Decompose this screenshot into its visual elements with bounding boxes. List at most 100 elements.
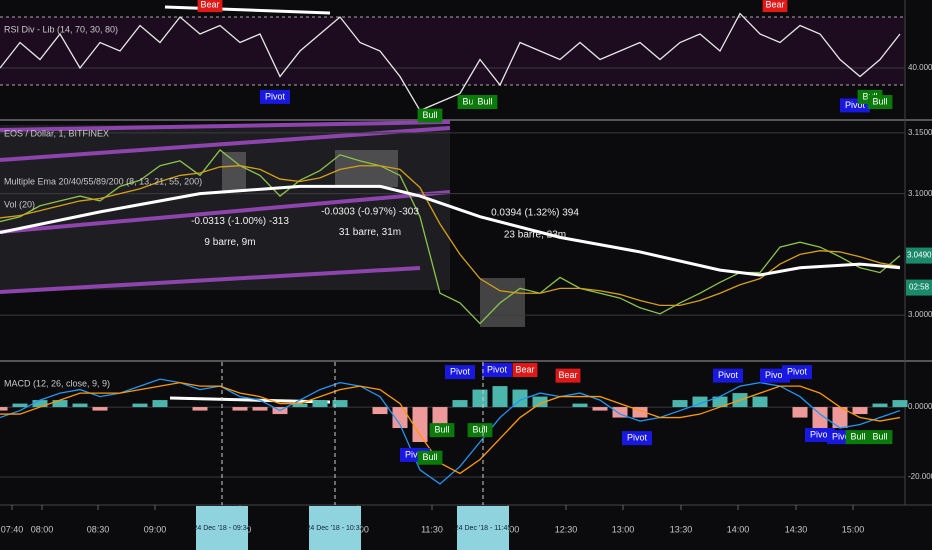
- measure-label: -0.0303 (-0.97%) -303: [321, 206, 419, 217]
- signal-label-box: [867, 430, 893, 445]
- histogram-bar: [632, 407, 648, 418]
- signal-label: Pivot: [627, 433, 648, 443]
- histogram-bar: [412, 407, 428, 443]
- measure-box: [222, 152, 246, 192]
- y-tick-label: 3.1500: [908, 128, 932, 137]
- signal-label: Pivot: [810, 429, 831, 439]
- histogram-bar: [492, 386, 508, 408]
- x-tick-label: 14:30: [785, 524, 808, 534]
- signal-label-box: [472, 95, 498, 110]
- histogram-bar: [832, 407, 848, 429]
- signal-label-box: [417, 450, 443, 465]
- channel-line: [0, 120, 451, 132]
- x-tick-label: 08:30: [87, 524, 110, 534]
- x-tick-label: 11:30: [421, 524, 443, 534]
- histogram-bar: [132, 403, 148, 408]
- signal-label: Bear: [558, 370, 577, 380]
- x-tick-label: 15:00: [842, 524, 865, 534]
- x-tick-label: 09:00: [144, 524, 167, 534]
- last-price-label: 3.0490: [907, 251, 932, 260]
- measure-label: 0.0394 (1.32%) 394: [491, 208, 579, 219]
- volume-label: Vol (20): [4, 199, 35, 209]
- signal-label: Bull: [477, 96, 492, 106]
- signal-label: Bull: [472, 425, 487, 435]
- signal-label: Bull: [872, 431, 887, 441]
- trend-line: [169, 396, 331, 404]
- date-label-box: [309, 506, 361, 550]
- signal-label-box: [867, 95, 893, 110]
- date-label: 24 Dec '18 - 11:45: [455, 525, 512, 532]
- signal-label: Bear: [515, 364, 534, 374]
- series-line: [0, 165, 901, 307]
- signal-label-box: [467, 423, 493, 438]
- histogram-bar: [852, 407, 868, 415]
- signal-label-box: [622, 431, 652, 446]
- chart-subtitle: Multiple Ema 20/40/55/89/200 (8, 13, 21,…: [4, 176, 202, 186]
- signal-label-box: [429, 423, 455, 438]
- trend-line: [164, 5, 331, 15]
- series-line: [0, 381, 901, 475]
- signal-label: Pivot: [487, 364, 508, 374]
- countdown-box: [906, 279, 932, 296]
- y-tick-label: 0.0000: [908, 402, 932, 411]
- signal-label: Bull: [434, 425, 449, 435]
- date-label: 24 Dec '18 - 09:34: [194, 525, 251, 532]
- rsi-band: [0, 17, 905, 85]
- signal-label-box: [197, 0, 223, 13]
- histogram-bar: [812, 407, 828, 429]
- x-tick-label: 12:30: [555, 524, 578, 534]
- macd-title: MACD (12, 26, close, 9, 9): [4, 378, 110, 388]
- signal-label: Bear: [765, 0, 784, 9]
- date-label-box: [457, 506, 509, 550]
- histogram-bar: [52, 400, 68, 408]
- histogram-bar: [532, 396, 548, 408]
- histogram-bar: [192, 407, 208, 411]
- signal-label: Bear: [200, 0, 219, 9]
- histogram-bar: [32, 400, 48, 408]
- last-price-box: [906, 247, 932, 264]
- x-tick-label: 07:40: [1, 524, 24, 534]
- y-tick-label: -20.0000: [908, 472, 932, 481]
- y-tick-label: 3.0000: [908, 310, 932, 319]
- histogram-bar: [372, 407, 388, 415]
- signal-label: Bull: [422, 110, 437, 120]
- histogram-bar: [232, 407, 248, 411]
- signal-label-box: [417, 108, 443, 123]
- signal-label: Pivot: [450, 367, 471, 377]
- signal-label-box: [260, 89, 290, 104]
- channel-line: [0, 266, 421, 294]
- measure-label: 23 barre, 23m: [504, 230, 566, 241]
- histogram-bar: [392, 407, 408, 429]
- y-tick-label: 40.0000: [908, 63, 932, 72]
- signal-label-box: [445, 365, 475, 380]
- signal-label-box: [845, 430, 871, 445]
- histogram-bar: [872, 403, 888, 408]
- histogram-bar: [672, 400, 688, 408]
- x-tick-label: 13:00: [612, 524, 635, 534]
- measure-label: 31 barre, 31m: [339, 227, 401, 238]
- signal-label: Bull: [872, 96, 887, 106]
- signal-label: Bull: [422, 452, 437, 462]
- histogram-bar: [572, 403, 588, 408]
- signal-label: Bull: [462, 96, 477, 106]
- measure-box: [480, 278, 525, 327]
- countdown-label: 02:58: [909, 283, 930, 292]
- signal-label: Pivot: [832, 431, 853, 441]
- measure-label: 9 barre, 9m: [204, 237, 255, 248]
- signal-label: Pivot: [787, 367, 808, 377]
- signal-label: Pivot: [765, 370, 786, 380]
- signal-label-box: [762, 0, 788, 13]
- series-line: [0, 184, 901, 277]
- histogram-bar: [452, 400, 468, 408]
- histogram-bar: [332, 400, 348, 408]
- histogram-bar: [12, 403, 28, 408]
- histogram-bar: [432, 407, 448, 429]
- signal-label-box: [512, 363, 538, 378]
- histogram-bar: [592, 407, 608, 411]
- histogram-bar: [72, 403, 88, 408]
- signal-label: Bull: [850, 431, 865, 441]
- x-tick-label: 08:00: [31, 524, 54, 534]
- chart-title: EOS / Dollar, 1, BITFINEX: [4, 128, 109, 138]
